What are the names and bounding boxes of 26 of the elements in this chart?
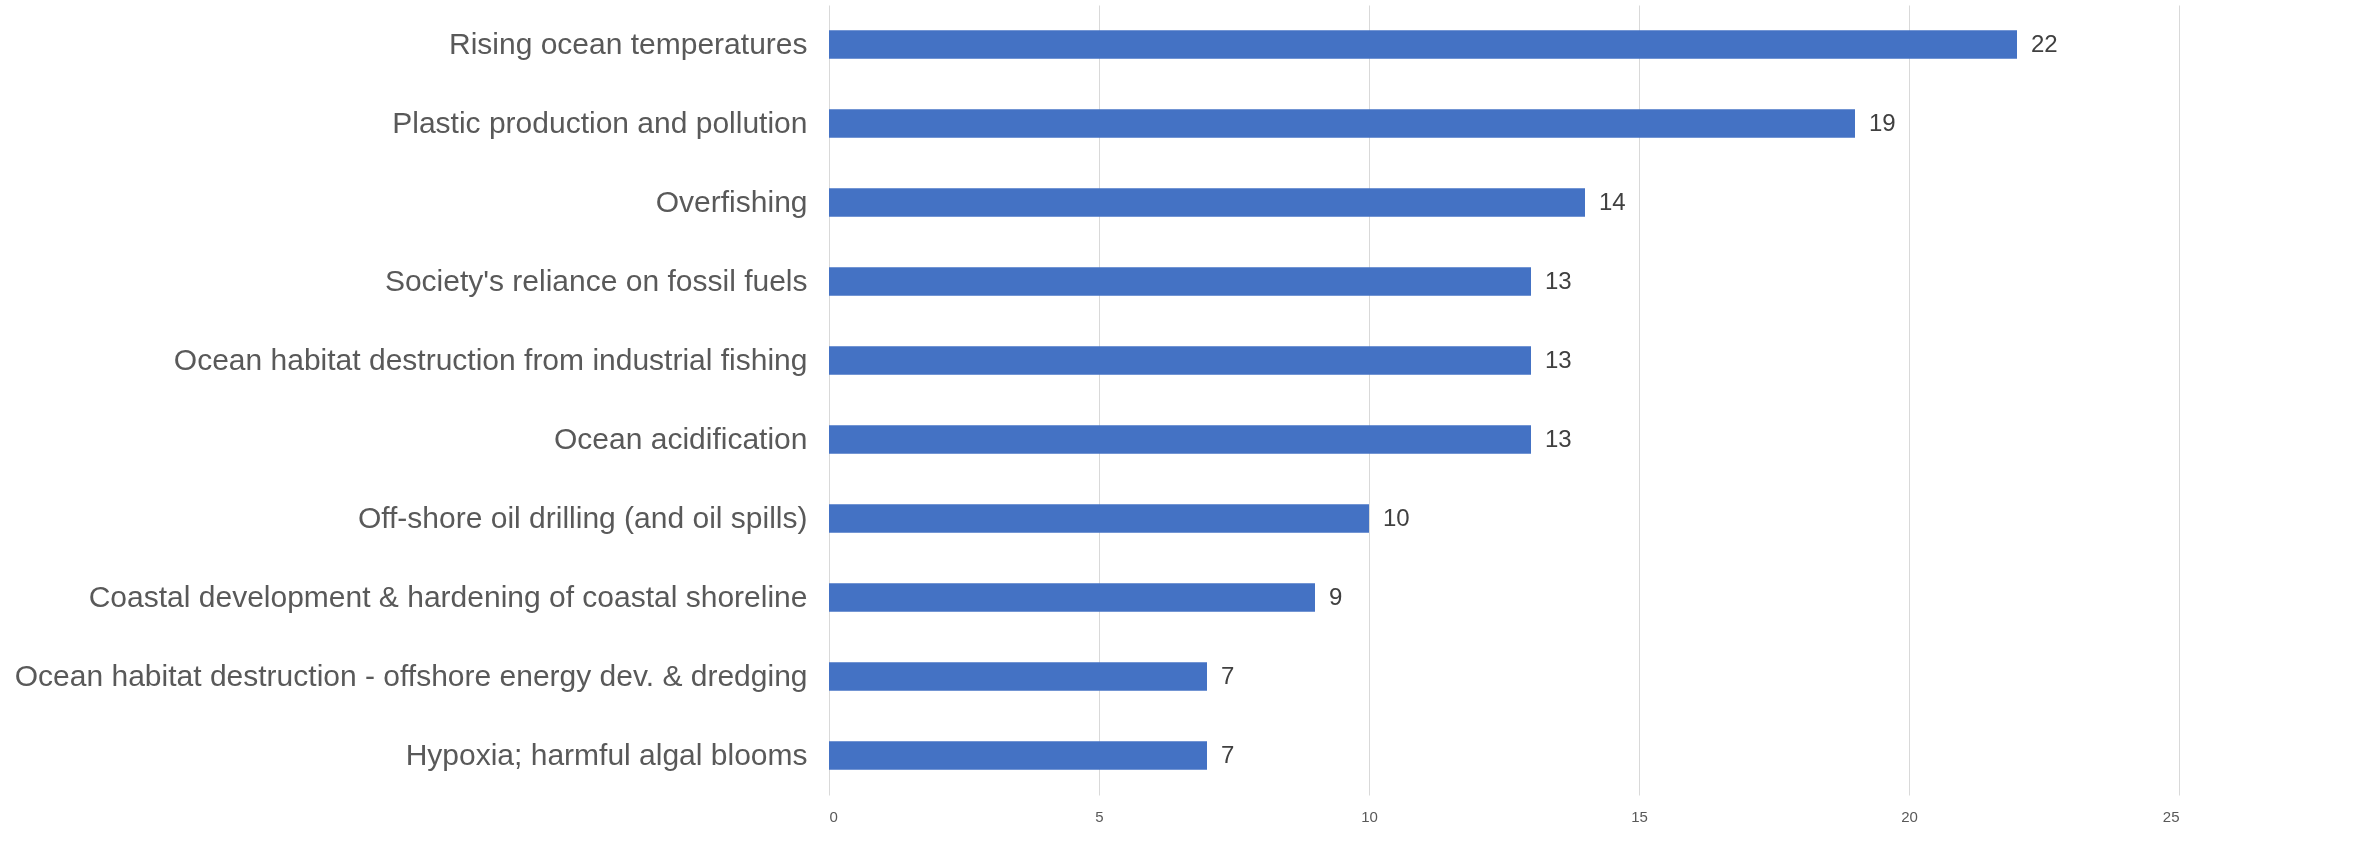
data-label: 19 (1869, 108, 1896, 136)
x-tick-label: 10 (1361, 807, 1378, 825)
data-label: 13 (1545, 345, 1572, 373)
y-tick-label: Plastic production and pollution (392, 105, 808, 139)
data-label: 7 (1221, 740, 1235, 768)
data-label: 13 (1545, 266, 1572, 294)
data-label: 7 (1221, 661, 1235, 689)
x-tick-label: 5 (1095, 807, 1104, 825)
y-tick-label: Society's reliance on fossil fuels (384, 263, 808, 297)
x-tick-label: 15 (1631, 807, 1648, 825)
y-tick-label: Off-shore oil drilling (and oil spills) (357, 500, 808, 534)
data-label: 13 (1545, 424, 1572, 452)
x-tick-label: 20 (1901, 807, 1918, 825)
data-label: 14 (1599, 187, 1626, 215)
y-tick-label: Overfishing (655, 184, 808, 218)
data-label: 9 (1329, 582, 1343, 610)
data-label: 22 (2031, 29, 2058, 57)
y-tick-label: Hypoxia; harmful algal blooms (405, 737, 808, 771)
y-tick-label: Rising ocean temperatures (448, 26, 808, 60)
y-tick-label: Ocean acidification (554, 421, 808, 455)
x-tick-label: 0 (829, 807, 838, 825)
y-tick-label: Ocean habitat destruction - offshore energy dev. & dredging (14, 658, 808, 692)
data-label: 10 (1383, 503, 1410, 531)
y-tick-label: Ocean habitat destruction from industrial fishing (173, 342, 808, 376)
y-tick-label: Coastal development & hardening of coastal shoreline (88, 579, 808, 613)
x-tick-label: 25 (2162, 807, 2180, 825)
